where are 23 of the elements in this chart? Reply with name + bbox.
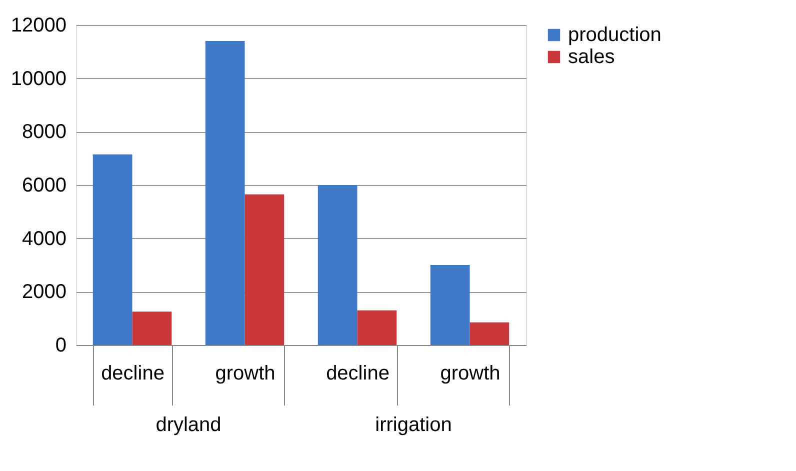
y-tick-label: 8000	[22, 121, 66, 144]
x-tick-label: decline	[101, 362, 164, 384]
text: irrigation	[375, 414, 452, 436]
y-tick-label: 2000	[22, 281, 66, 304]
bar	[470, 322, 510, 345]
legend-label: sales	[568, 46, 615, 68]
bar	[92, 154, 132, 345]
bar	[132, 312, 172, 345]
x-tick-label: decline	[326, 362, 390, 384]
y-tick-label: 10000	[10, 68, 66, 90]
x-tick-label: growth	[215, 362, 276, 384]
y-tick-label: 6000	[22, 174, 66, 196]
bar	[244, 194, 284, 345]
y-tick-label: 12000	[10, 14, 66, 36]
x-tick-label: growth	[440, 362, 500, 384]
bar	[357, 310, 397, 345]
y-tick-label: 4000	[22, 228, 66, 250]
bar	[205, 41, 245, 345]
bar	[430, 265, 470, 345]
text: dryland	[156, 414, 222, 436]
bar	[318, 185, 358, 345]
y-tick-label: 0	[55, 334, 66, 356]
legend-label: production	[568, 24, 662, 46]
